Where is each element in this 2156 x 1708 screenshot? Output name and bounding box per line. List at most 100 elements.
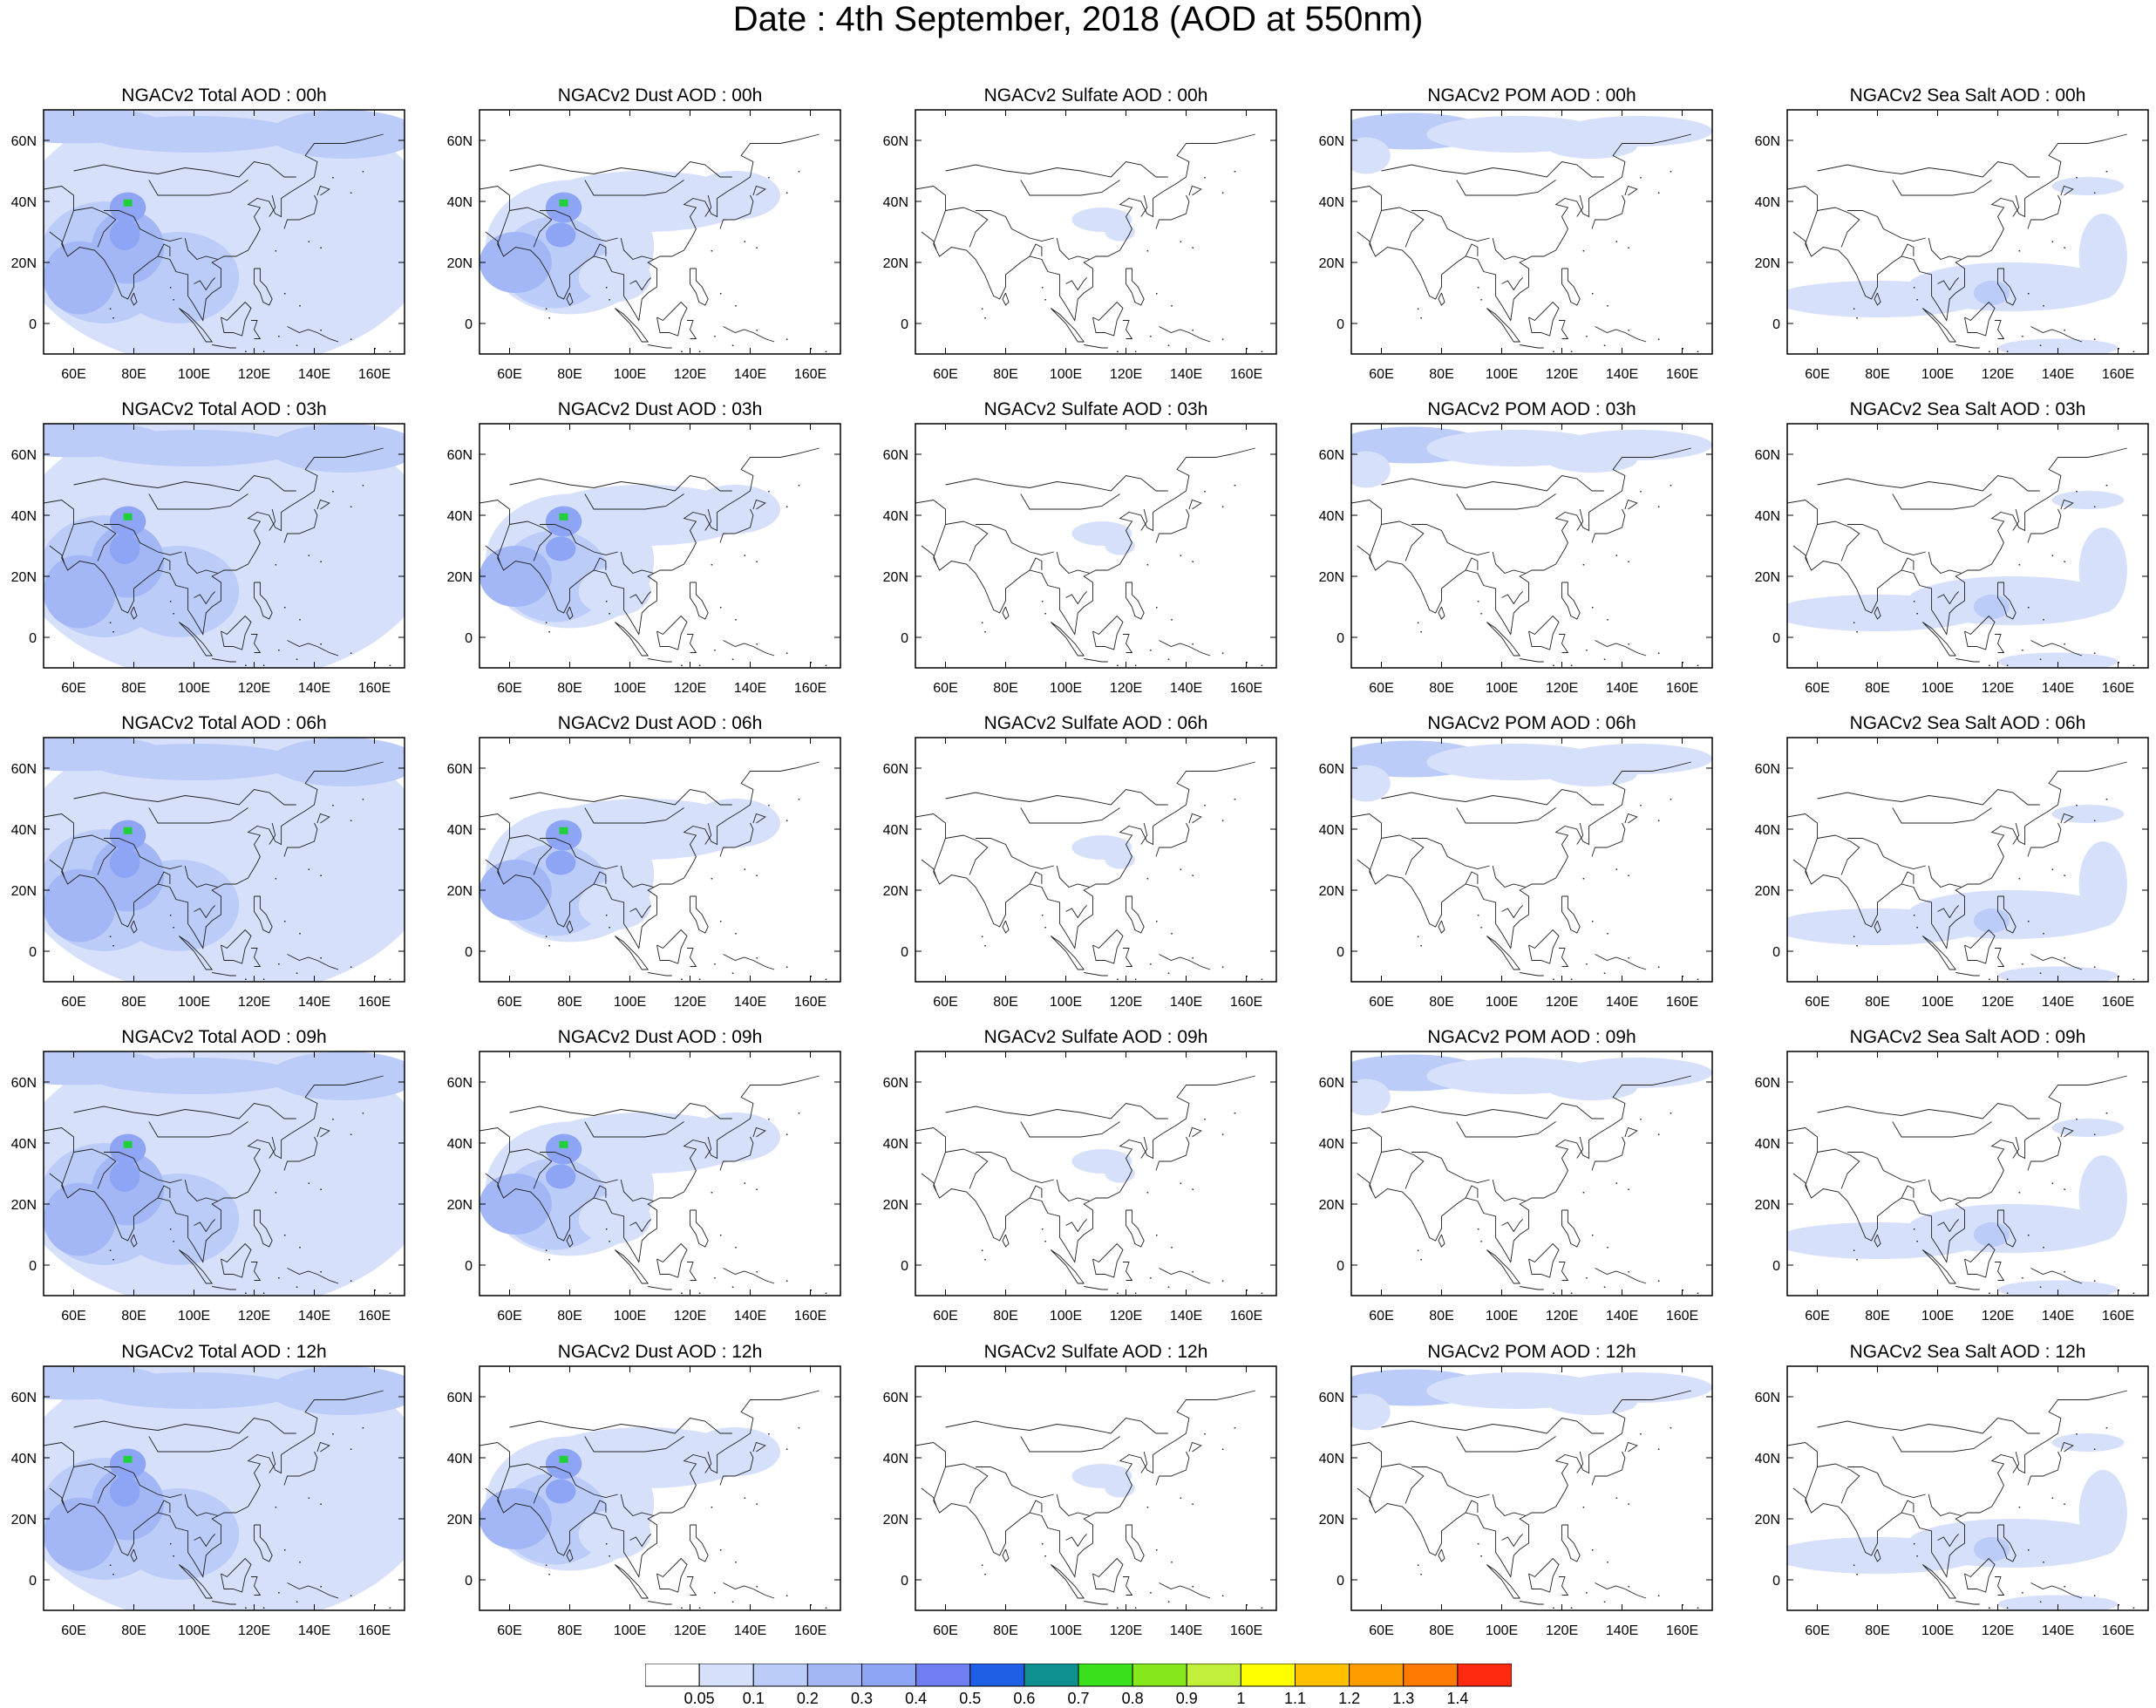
coastline xyxy=(283,1451,318,1486)
aod-shading xyxy=(1105,850,1135,869)
island-dot xyxy=(299,1247,301,1249)
aod-shading xyxy=(269,738,405,786)
aod-shading xyxy=(1997,652,2119,668)
lon-tick-label: 60E xyxy=(1369,1623,1393,1638)
island-dot xyxy=(2022,650,2023,651)
coastline xyxy=(1595,1582,1647,1599)
coastline xyxy=(1928,551,1962,575)
lon-tick-label: 80E xyxy=(993,1623,1017,1638)
lat-tick-label: 40N xyxy=(11,823,37,838)
island-dot xyxy=(744,1182,746,1184)
coastline xyxy=(1486,308,1521,343)
lon-tick-label: 120E xyxy=(674,367,706,382)
island-dot xyxy=(1234,1427,1236,1429)
coastline xyxy=(1050,622,1085,657)
coastline xyxy=(593,1500,607,1514)
coastline xyxy=(915,447,1255,636)
coastline xyxy=(1029,557,1043,571)
island-dot xyxy=(2118,976,2119,977)
map-panel-seasalt-3: NGACv2 Sea Salt AOD : 09h 60E 80E 100E 120E 1… xyxy=(1755,1027,2149,1324)
lat-tick-label: 20N xyxy=(11,1513,37,1528)
lon-tick-label: 160E xyxy=(358,1623,391,1638)
island-dot xyxy=(2051,1497,2054,1499)
island-dot xyxy=(2051,555,2054,556)
coastline xyxy=(656,929,688,964)
coastline xyxy=(1056,237,1091,261)
coastline xyxy=(1492,551,1527,575)
map-panel-total-0: NGACv2 Total AOD : 00h 60E 80E 100E 120E 140E… xyxy=(11,85,405,382)
aod-shading xyxy=(690,1113,780,1161)
island-dot xyxy=(1697,978,1699,980)
lat-tick-label: 60N xyxy=(1755,1076,1780,1091)
coastline xyxy=(509,161,732,178)
lat-tick-label: 60N xyxy=(883,448,908,463)
coastline xyxy=(73,207,117,248)
coastline xyxy=(212,344,236,349)
island-dot xyxy=(1697,350,1699,352)
map-frame xyxy=(1786,1051,2149,1296)
island-dot xyxy=(1477,287,1479,289)
island-dot xyxy=(548,1259,550,1261)
island-dot xyxy=(1221,820,1224,821)
lon-tick-label: 160E xyxy=(2102,681,2134,696)
island-dot xyxy=(2076,805,2078,806)
coastline xyxy=(104,1152,182,1183)
lon-tick-label: 140E xyxy=(1170,995,1202,1010)
map-panel-seasalt-4: NGACv2 Sea Salt AOD : 12h 60E 80E 100E 120E 1… xyxy=(1755,1342,2149,1638)
coastline xyxy=(1381,789,1604,806)
island-dot xyxy=(278,650,280,651)
lon-tick-label: 80E xyxy=(1865,681,1889,696)
coastline xyxy=(1595,640,1647,657)
island-dot xyxy=(786,1595,788,1596)
colorbar xyxy=(645,1664,1512,1687)
island-dot xyxy=(1628,561,1629,562)
island-dot xyxy=(1615,1497,1618,1499)
island-dot xyxy=(756,1503,758,1505)
lat-tick-label: 40N xyxy=(11,509,37,524)
lat-tick-label: 40N xyxy=(1319,1452,1344,1466)
island-dot xyxy=(720,1235,722,1236)
coastline xyxy=(1486,1249,1521,1284)
island-dot xyxy=(810,1290,812,1291)
island-dot xyxy=(262,978,265,980)
island-dot xyxy=(1420,945,1422,947)
coastline xyxy=(1381,1418,1604,1434)
coastline xyxy=(690,895,709,934)
coastline xyxy=(194,277,215,291)
lat-tick-label: 40N xyxy=(1319,509,1344,524)
map-frame xyxy=(43,423,405,669)
island-dot xyxy=(1204,1433,1206,1435)
lon-tick-label: 120E xyxy=(1546,681,1578,696)
lon-tick-label: 120E xyxy=(674,995,706,1010)
lon-tick-label: 60E xyxy=(61,1309,85,1324)
coastline xyxy=(1528,1557,1560,1593)
coastline xyxy=(1123,1576,1133,1596)
lat-tick-label: 0 xyxy=(29,945,37,960)
island-dot xyxy=(1261,350,1263,352)
coastline xyxy=(148,180,248,196)
map-frame xyxy=(915,423,1277,669)
lat-tick-label: 20N xyxy=(1755,884,1780,899)
island-dot xyxy=(1221,652,1224,654)
coastline xyxy=(1576,822,1584,845)
coastline xyxy=(2030,1582,2083,1599)
island-dot xyxy=(308,241,310,242)
lon-tick-label: 120E xyxy=(1110,995,1142,1010)
island-dot xyxy=(2039,1286,2042,1288)
island-dot xyxy=(284,1235,286,1236)
lat-tick-label: 20N xyxy=(883,1198,908,1213)
lat-tick-label: 0 xyxy=(29,1259,37,1274)
coastline xyxy=(1126,1524,1145,1562)
coastline xyxy=(1561,268,1581,306)
lat-tick-label: 0 xyxy=(1336,945,1344,960)
coastline xyxy=(1559,634,1569,653)
lat-tick-label: 40N xyxy=(1755,509,1780,524)
coastline xyxy=(1140,1451,1148,1473)
colorbar-swatch xyxy=(1240,1664,1296,1687)
island-dot xyxy=(1640,1119,1642,1120)
island-dot xyxy=(389,1292,391,1294)
coastline xyxy=(509,207,553,248)
aod-shading xyxy=(545,1164,576,1189)
island-dot xyxy=(1477,1228,1479,1230)
coastline xyxy=(1140,1136,1148,1159)
